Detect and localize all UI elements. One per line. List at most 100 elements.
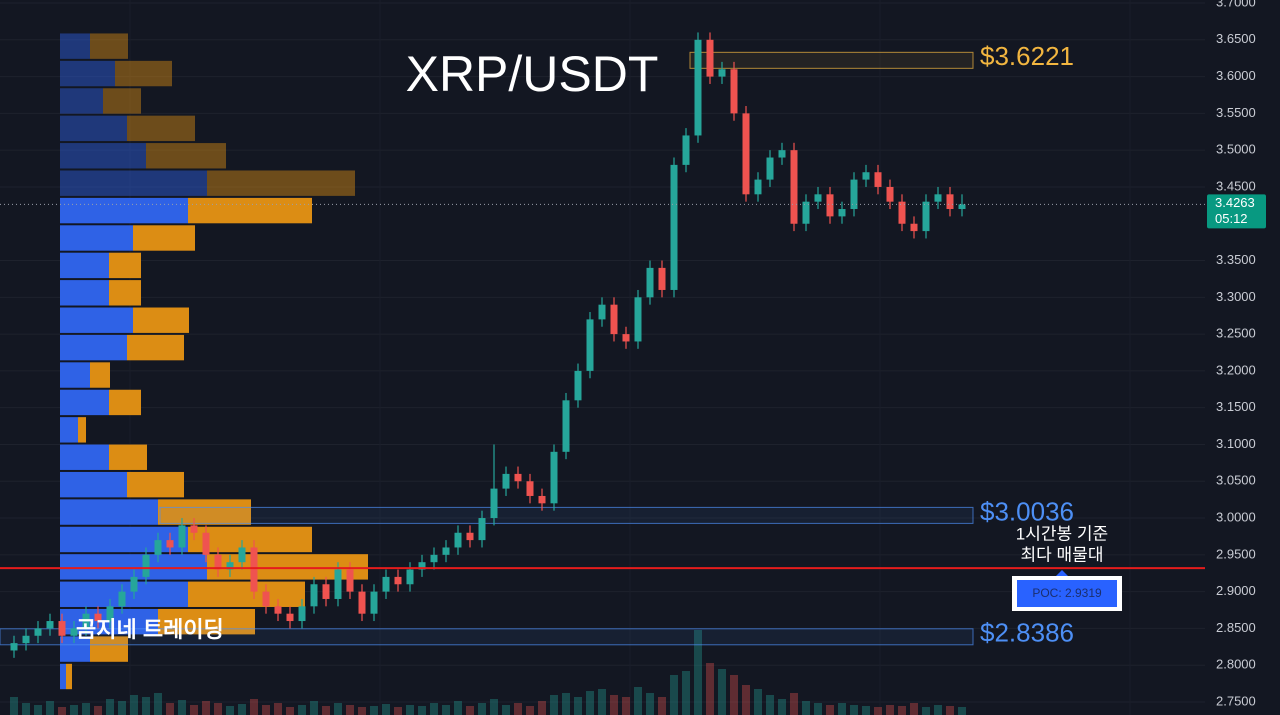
candle-body bbox=[730, 69, 738, 114]
candle-body bbox=[286, 613, 294, 622]
candle-body bbox=[250, 547, 258, 592]
candle-body bbox=[754, 179, 762, 195]
candle-body bbox=[418, 562, 426, 570]
candle-body bbox=[778, 150, 786, 158]
y-tick-label: 3.3500 bbox=[1216, 252, 1256, 267]
profile-buy bbox=[60, 252, 109, 279]
volume-bar bbox=[298, 705, 306, 715]
volume-bar bbox=[454, 701, 462, 715]
profile-buy bbox=[60, 197, 188, 224]
profile-sell bbox=[146, 143, 226, 169]
profile-buy bbox=[60, 471, 127, 498]
candle-body bbox=[130, 576, 138, 592]
profile-buy bbox=[60, 334, 127, 361]
candle-body bbox=[634, 297, 642, 342]
candle-body bbox=[526, 481, 534, 496]
profile-sell bbox=[78, 417, 86, 443]
volume-bar bbox=[658, 697, 666, 715]
profile-buy bbox=[60, 417, 78, 443]
y-tick-label: 3.5500 bbox=[1216, 105, 1256, 120]
candle-body bbox=[838, 209, 846, 217]
candle-body bbox=[850, 179, 858, 210]
volume-bar bbox=[874, 707, 882, 715]
volume-bar bbox=[694, 630, 702, 715]
volume-bar bbox=[754, 689, 762, 715]
candle-body bbox=[898, 201, 906, 224]
candle-body bbox=[142, 554, 150, 577]
profile-sell bbox=[109, 252, 141, 279]
candle-body bbox=[190, 525, 198, 533]
poc-pointer bbox=[1056, 570, 1068, 576]
levels bbox=[0, 51, 974, 646]
candle-body bbox=[742, 113, 750, 195]
candle-body bbox=[478, 518, 486, 541]
profile-buy bbox=[60, 362, 90, 388]
volume-bar bbox=[478, 703, 486, 715]
y-tick-label: 3.5000 bbox=[1216, 142, 1256, 157]
volume bbox=[10, 630, 966, 715]
level-label: $3.0036 bbox=[980, 496, 1074, 526]
candle-body bbox=[166, 540, 174, 548]
y-tick-label: 3.6000 bbox=[1216, 68, 1256, 83]
candle-body bbox=[862, 172, 870, 180]
profile-sell bbox=[188, 581, 305, 607]
candle-body bbox=[574, 370, 582, 401]
profile-buy bbox=[60, 526, 188, 553]
candle-body bbox=[70, 628, 78, 636]
candle-body bbox=[202, 532, 210, 555]
volume-bar bbox=[70, 705, 78, 715]
volume-bar bbox=[34, 705, 42, 715]
candle-body bbox=[370, 591, 378, 614]
volume-bar bbox=[142, 697, 150, 715]
profile-sell bbox=[109, 389, 141, 416]
profile-sell bbox=[158, 608, 255, 635]
candle-body bbox=[310, 584, 318, 607]
volume-bar bbox=[922, 707, 930, 715]
volume-bar bbox=[418, 706, 426, 715]
volume-bar bbox=[910, 703, 918, 715]
volume-bar bbox=[850, 705, 858, 715]
candle-body bbox=[502, 473, 510, 489]
candle-body bbox=[622, 334, 630, 342]
candle-body bbox=[646, 267, 654, 298]
profile-sell bbox=[127, 334, 184, 361]
y-tick-label: 3.0000 bbox=[1216, 509, 1256, 524]
candle-body bbox=[562, 400, 570, 452]
candle-body bbox=[538, 495, 546, 504]
candle-body bbox=[490, 488, 498, 519]
volume-bar bbox=[370, 706, 378, 715]
volume-bar bbox=[706, 663, 714, 715]
profile-buy bbox=[60, 115, 127, 142]
profile-sell bbox=[158, 499, 251, 525]
candle-body bbox=[238, 547, 246, 563]
candle-body bbox=[934, 194, 942, 202]
volume-bar bbox=[286, 707, 294, 715]
profile-buy bbox=[60, 663, 66, 690]
profile-sell bbox=[133, 307, 189, 333]
volume-bar bbox=[406, 705, 414, 715]
profile-buy bbox=[60, 33, 90, 59]
candle-body bbox=[82, 613, 90, 629]
volume-bar bbox=[778, 699, 786, 715]
candle-body bbox=[658, 267, 666, 290]
last-price-tag bbox=[1207, 194, 1266, 229]
candle-body bbox=[514, 473, 522, 482]
y-tick-label: 3.2000 bbox=[1216, 362, 1256, 377]
volume-bar bbox=[22, 703, 30, 715]
volume-bar bbox=[178, 700, 186, 715]
volume-bar bbox=[394, 707, 402, 715]
volume-bar bbox=[898, 706, 906, 715]
volume-bar bbox=[814, 703, 822, 715]
annotation: 최다 매물대 bbox=[1021, 545, 1104, 564]
candle-body bbox=[682, 135, 690, 165]
candle-body bbox=[886, 186, 894, 202]
volume-bar bbox=[322, 706, 330, 715]
profile-buy bbox=[60, 280, 109, 306]
candle-body bbox=[718, 69, 726, 77]
volume-bar bbox=[790, 693, 798, 715]
y-tick-label: 3.0500 bbox=[1216, 473, 1256, 488]
y-tick-label: 3.7000 bbox=[1216, 0, 1256, 9]
profile-buy bbox=[60, 88, 103, 114]
volume-bar bbox=[574, 697, 582, 715]
